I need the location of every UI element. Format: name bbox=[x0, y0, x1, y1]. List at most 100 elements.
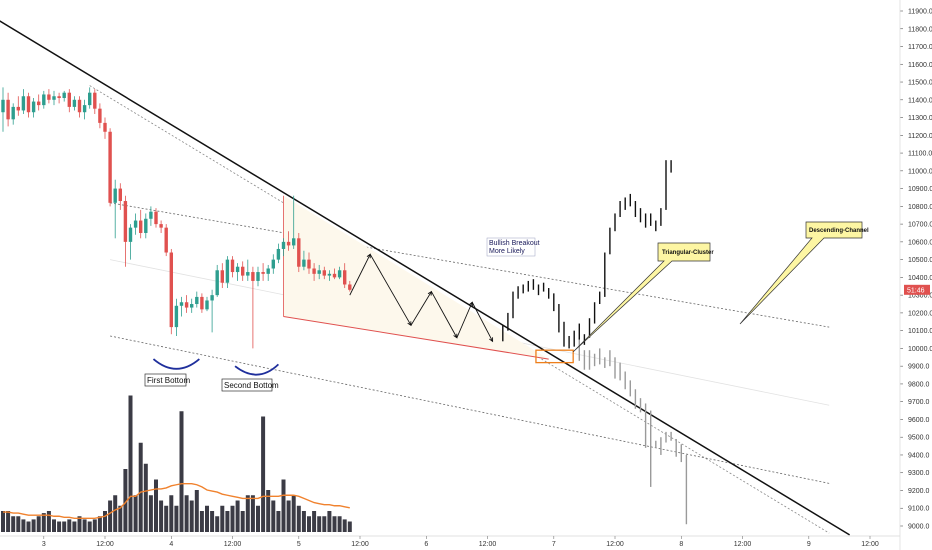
candle-body bbox=[72, 99, 77, 107]
volume-bar bbox=[11, 516, 16, 532]
candle-body bbox=[31, 101, 36, 113]
volume-bar bbox=[337, 516, 342, 532]
candle-body bbox=[11, 106, 15, 120]
volume-bar bbox=[26, 521, 31, 532]
volume-bar bbox=[123, 469, 128, 532]
candle-body bbox=[302, 259, 306, 267]
y-tick-label: 10400.0 bbox=[908, 275, 932, 282]
arrow-head bbox=[407, 321, 412, 327]
candle-body bbox=[205, 300, 209, 310]
volume-bar bbox=[194, 490, 199, 532]
candle-body bbox=[88, 92, 92, 106]
y-tick-label: 10800.0 bbox=[908, 204, 932, 211]
x-tick-label: 5 bbox=[297, 541, 301, 548]
projection-arrow-segment bbox=[410, 291, 432, 326]
chart-background bbox=[0, 0, 900, 550]
candle-body bbox=[154, 211, 158, 225]
volume-bar bbox=[148, 495, 153, 532]
second-bottom-arc bbox=[234, 363, 280, 376]
candle-body bbox=[128, 227, 133, 242]
candle-body bbox=[246, 272, 250, 276]
y-tick-label: 9100.0 bbox=[908, 506, 930, 513]
y-tick-label: 10900.0 bbox=[908, 186, 932, 193]
candle-body bbox=[215, 270, 219, 296]
x-tick-label: 12:00 bbox=[606, 541, 624, 548]
candle-body bbox=[307, 259, 311, 269]
candle-body bbox=[123, 201, 128, 242]
volume-bar bbox=[342, 519, 347, 532]
volume-bar bbox=[143, 463, 148, 532]
x-tick-label: 9 bbox=[807, 541, 811, 548]
candle-body bbox=[42, 94, 46, 106]
candle-body bbox=[159, 224, 163, 228]
arrow-head bbox=[489, 337, 494, 343]
volume-bar bbox=[291, 495, 296, 532]
y-tick-label: 11800.0 bbox=[908, 26, 932, 33]
volume-bar bbox=[154, 479, 158, 532]
candle-body bbox=[21, 96, 26, 111]
y-tick-label: 11500.0 bbox=[908, 80, 932, 87]
volume-bar bbox=[77, 516, 82, 532]
candle-body bbox=[164, 227, 168, 253]
volume-bar bbox=[235, 500, 240, 532]
volume-bar bbox=[97, 516, 102, 532]
y-tick-label: 11900.0 bbox=[908, 9, 932, 16]
triangle-cluster-area bbox=[283, 195, 549, 360]
y-tick-label: 11700.0 bbox=[908, 44, 932, 51]
candle-body bbox=[82, 105, 87, 113]
candle-body bbox=[281, 241, 286, 249]
triangle-lower-edge bbox=[283, 315, 549, 360]
volume-bar bbox=[271, 500, 276, 532]
y-tick-label: 10200.0 bbox=[908, 310, 932, 317]
candle-body bbox=[200, 296, 204, 310]
volume-bar bbox=[41, 513, 46, 532]
candle-body bbox=[144, 218, 148, 233]
candle-body bbox=[292, 238, 296, 246]
candle-body bbox=[47, 94, 51, 100]
second-bottom-label: Second Bottom bbox=[224, 381, 279, 390]
volume-bar bbox=[82, 519, 87, 532]
volume-bar bbox=[179, 411, 184, 532]
first-bottom-label: First Bottom bbox=[147, 376, 190, 385]
volume-bar bbox=[72, 521, 77, 532]
first-bottom-arc bbox=[152, 358, 200, 370]
x-tick-label: 12:00 bbox=[96, 541, 114, 548]
volume-bar bbox=[281, 479, 286, 532]
volume-bar bbox=[46, 511, 51, 532]
candle-body bbox=[139, 220, 143, 233]
first-bottom-label-box: First Bottom bbox=[144, 373, 190, 387]
volume-bar bbox=[108, 500, 113, 532]
volume-bar bbox=[210, 511, 215, 532]
candle-body bbox=[271, 259, 275, 269]
y-axis[interactable]: 9000.0 9100.0 9200.0 9300.0 9400.0 9500.0 9600… bbox=[899, 0, 932, 550]
bullish-path bbox=[502, 160, 672, 349]
volume-bar bbox=[245, 495, 250, 532]
candle-body bbox=[322, 270, 326, 276]
volume-bar bbox=[347, 521, 352, 532]
candle-body bbox=[297, 238, 301, 267]
volume-bar bbox=[327, 511, 332, 532]
volume-bar bbox=[307, 516, 311, 532]
volume-bar bbox=[317, 516, 322, 532]
x-tick-label: 4 bbox=[169, 541, 173, 548]
volume-bar bbox=[215, 516, 220, 532]
volume-bar bbox=[332, 516, 337, 532]
y-tick-label: 11100.0 bbox=[908, 151, 932, 158]
projection-arrow-segment bbox=[349, 254, 371, 296]
y-tick-label: 9900.0 bbox=[908, 364, 930, 371]
bullish-breakout-note: Bullish Breakout More Likely bbox=[486, 237, 540, 257]
candle-body bbox=[113, 188, 117, 203]
volume-bar bbox=[312, 511, 317, 532]
x-tick-label: 12:00 bbox=[224, 541, 242, 548]
y-tick-label: 10500.0 bbox=[908, 257, 932, 264]
x-axis[interactable]: 3 12:00 4 12:00 5 12:00 6 12:00 7 12:00 8 12:00 9 12:… bbox=[0, 535, 900, 548]
volume-bar bbox=[296, 505, 301, 532]
projection-arrow-segment bbox=[456, 302, 473, 338]
candle-body bbox=[108, 131, 112, 203]
candle-body bbox=[133, 220, 138, 228]
candle-body bbox=[52, 96, 56, 100]
y-tick-label: 11300.0 bbox=[908, 115, 932, 122]
volume-bar bbox=[225, 511, 230, 532]
volume-bar bbox=[16, 516, 21, 532]
